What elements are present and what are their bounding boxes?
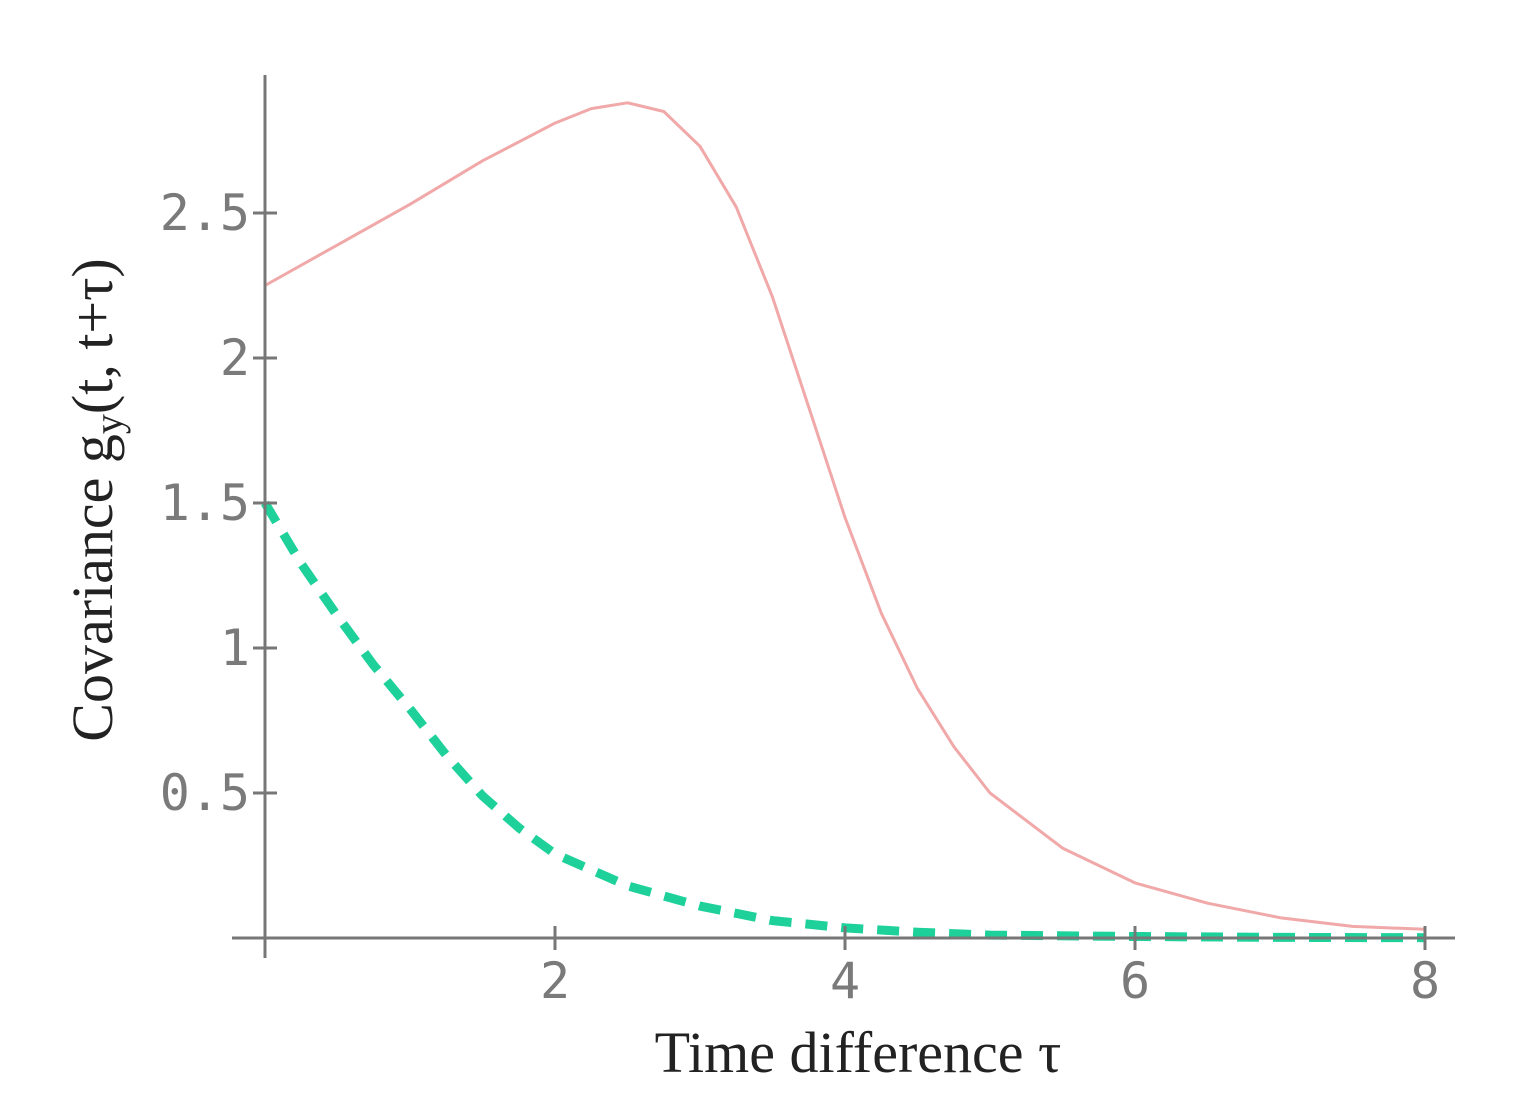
y-axis-title: Covariance gy(t, t+τ) [60, 258, 131, 741]
x-axis-title: Time difference τ [655, 1020, 1062, 1085]
y-tick-label: 1 [220, 619, 250, 677]
y-tick-label: 0.5 [160, 764, 250, 822]
x-tick-label: 4 [830, 952, 860, 1010]
y-tick-label: 2 [220, 329, 250, 387]
series-line-1-solid [264, 101, 1426, 931]
y-tick-label: 1.5 [160, 474, 250, 532]
plot-lines [261, 101, 1426, 943]
y-tick-label: 2.5 [160, 184, 250, 242]
x-tick-label: 6 [1120, 952, 1150, 1010]
x-tick-label: 8 [1410, 952, 1440, 1010]
series-line-2-dashed [261, 500, 1426, 943]
y-ticks: 0.5 1 1.5 2 2.5 [160, 184, 277, 822]
x-ticks: 2 4 6 8 [540, 926, 1440, 1010]
x-tick-label: 2 [540, 952, 570, 1010]
